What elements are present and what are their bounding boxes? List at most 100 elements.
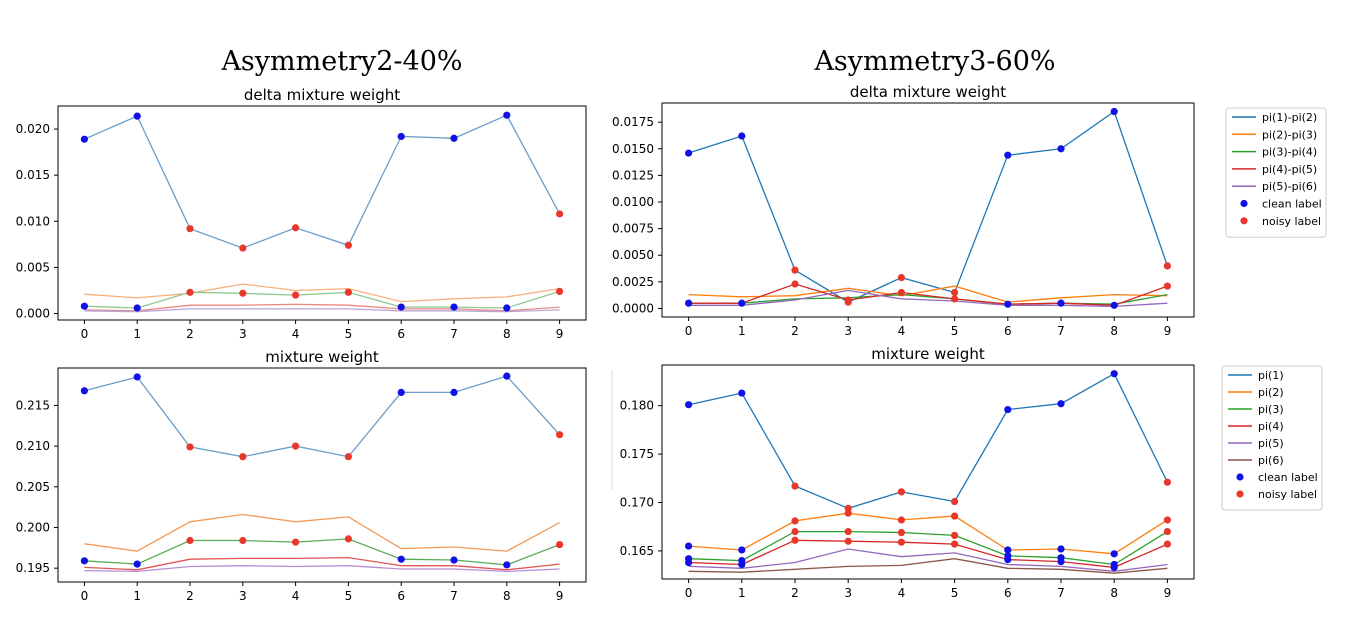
plot-frame — [661, 102, 1195, 318]
legend-box — [1225, 107, 1327, 238]
x-tick-label: 2 — [186, 589, 194, 603]
chart-title-mixture-left: mixture weight — [265, 348, 379, 366]
clean-label-point — [685, 542, 693, 550]
clean-label-point — [1057, 557, 1065, 566]
noisy-label-point — [897, 274, 906, 282]
x-tick-label: 6 — [397, 589, 405, 603]
x-tick-label: 9 — [556, 327, 564, 341]
legend-marker-swatch — [1240, 217, 1248, 225]
x-tick-label: 2 — [791, 586, 799, 600]
legend-entry-label: pi(1) — [1258, 369, 1284, 382]
noisy-label-point — [791, 266, 799, 274]
noisy-label-point — [186, 443, 194, 451]
clean-label-point — [450, 388, 458, 397]
y-tick-label: 0.210 — [16, 439, 50, 453]
noisy-label-point — [897, 538, 906, 546]
noisy-label-point — [344, 453, 352, 461]
series-line-4 — [84, 556, 560, 571]
clean-label-point — [738, 560, 746, 569]
clean-label-point — [450, 556, 458, 564]
x-tick-label: 1 — [738, 324, 746, 338]
noisy-label-point — [292, 224, 300, 232]
x-tick-label: 5 — [345, 327, 353, 341]
y-tick-label: 0.0075 — [612, 222, 654, 236]
series-line-2 — [84, 283, 560, 303]
clean-label-point — [133, 560, 141, 568]
noisy-label-point — [556, 287, 564, 296]
legend-entry-label: pi(2)-pi(3) — [1262, 128, 1317, 141]
y-tick-label: 0.015 — [16, 168, 50, 182]
chart-delta-mixture-weight-right: 0 1 2 3 4 5 6 7 8 9 0.0000 0.0025 0.0050 0.0075 0.0100… — [612, 102, 1327, 338]
y-tick-label: 0.205 — [16, 480, 50, 494]
series-line-1 — [84, 375, 561, 458]
y-tick-label: 0.0000 — [612, 301, 654, 315]
x-tick-label: 9 — [556, 589, 564, 603]
legend-entry-label: noisy label — [1258, 488, 1317, 501]
x-tick-label: 0 — [81, 589, 89, 603]
y-tick-label: 0.010 — [16, 214, 50, 228]
legend-marker-swatch — [1236, 473, 1244, 481]
x-tick-label: 2 — [791, 324, 799, 338]
clean-label-point — [1110, 550, 1118, 558]
noisy-label-point — [292, 538, 300, 546]
legend-entry-label: pi(3)-pi(4) — [1262, 146, 1317, 159]
chart-title-delta-right: delta mixture weight — [850, 83, 1006, 101]
y-tick-label: 0.0025 — [612, 275, 654, 289]
clean-label-point — [80, 557, 88, 565]
clean-label-point — [685, 299, 693, 307]
legend-entry-label: pi(4) — [1258, 420, 1284, 433]
legend-entry-label: pi(5) — [1258, 437, 1284, 450]
clean-label-point — [80, 302, 88, 310]
x-tick-label: 6 — [1004, 586, 1012, 600]
noisy-label-point — [844, 296, 852, 304]
clean-label-point — [133, 112, 141, 120]
x-tick-label: 7 — [1057, 324, 1065, 338]
legend-entry-label: pi(3) — [1258, 403, 1284, 416]
clean-label-point — [1004, 151, 1012, 159]
clean-label-point — [397, 132, 405, 141]
x-tick-label: 8 — [503, 589, 511, 603]
x-tick-label: 0 — [685, 324, 693, 338]
series-line-2 — [688, 512, 1168, 555]
noisy-label-point — [1163, 282, 1171, 290]
noisy-label-point — [186, 536, 194, 545]
x-tick-label: 4 — [292, 589, 300, 603]
noisy-label-point — [556, 210, 564, 218]
legend-entry-label: pi(5)-pi(6) — [1262, 180, 1317, 193]
panel-title-left: Asymmetry2-40% — [220, 46, 462, 77]
series-line-3 — [84, 290, 560, 309]
series-line-1 — [84, 114, 561, 249]
x-tick-label: 6 — [397, 327, 405, 341]
noisy-label-point — [791, 517, 799, 525]
series-line-3 — [84, 538, 560, 566]
y-tick-label: 0.165 — [620, 544, 654, 558]
x-tick-label: 0 — [81, 327, 89, 341]
legend-entry-label: pi(2) — [1258, 386, 1284, 399]
x-tick-label: 4 — [898, 324, 906, 338]
clean-label-point — [397, 303, 405, 311]
noisy-label-point — [951, 512, 959, 520]
series-line-1 — [688, 372, 1168, 509]
noisy-label-point — [951, 497, 959, 506]
clean-label-point — [397, 555, 405, 563]
noisy-label-point — [292, 442, 300, 450]
legend-entry-label: pi(6) — [1258, 454, 1284, 467]
x-tick-label: 7 — [450, 589, 458, 603]
noisy-label-point — [186, 225, 194, 233]
y-tick-label: 0.200 — [16, 520, 50, 534]
y-tick-label: 0.0125 — [612, 168, 654, 182]
series-line-6 — [688, 558, 1168, 574]
clean-label-point — [1110, 301, 1118, 309]
clean-label-point — [133, 373, 141, 381]
y-tick-label: 0.0150 — [612, 142, 654, 156]
clean-label-point — [133, 304, 141, 312]
x-tick-label: 3 — [844, 324, 852, 338]
x-tick-label: 2 — [186, 327, 194, 341]
chart-mixture-weight-right: 0 1 2 3 4 5 6 7 8 9 0.165 0.170 0.175 0.180 pi(1) pi(2)… — [620, 364, 1323, 600]
y-tick-label: 0.005 — [16, 260, 50, 274]
plot-frame — [57, 367, 587, 583]
series-line-4 — [84, 303, 560, 312]
clean-label-point — [685, 401, 693, 409]
clean-label-point — [738, 546, 746, 554]
noisy-label-point — [344, 535, 352, 543]
